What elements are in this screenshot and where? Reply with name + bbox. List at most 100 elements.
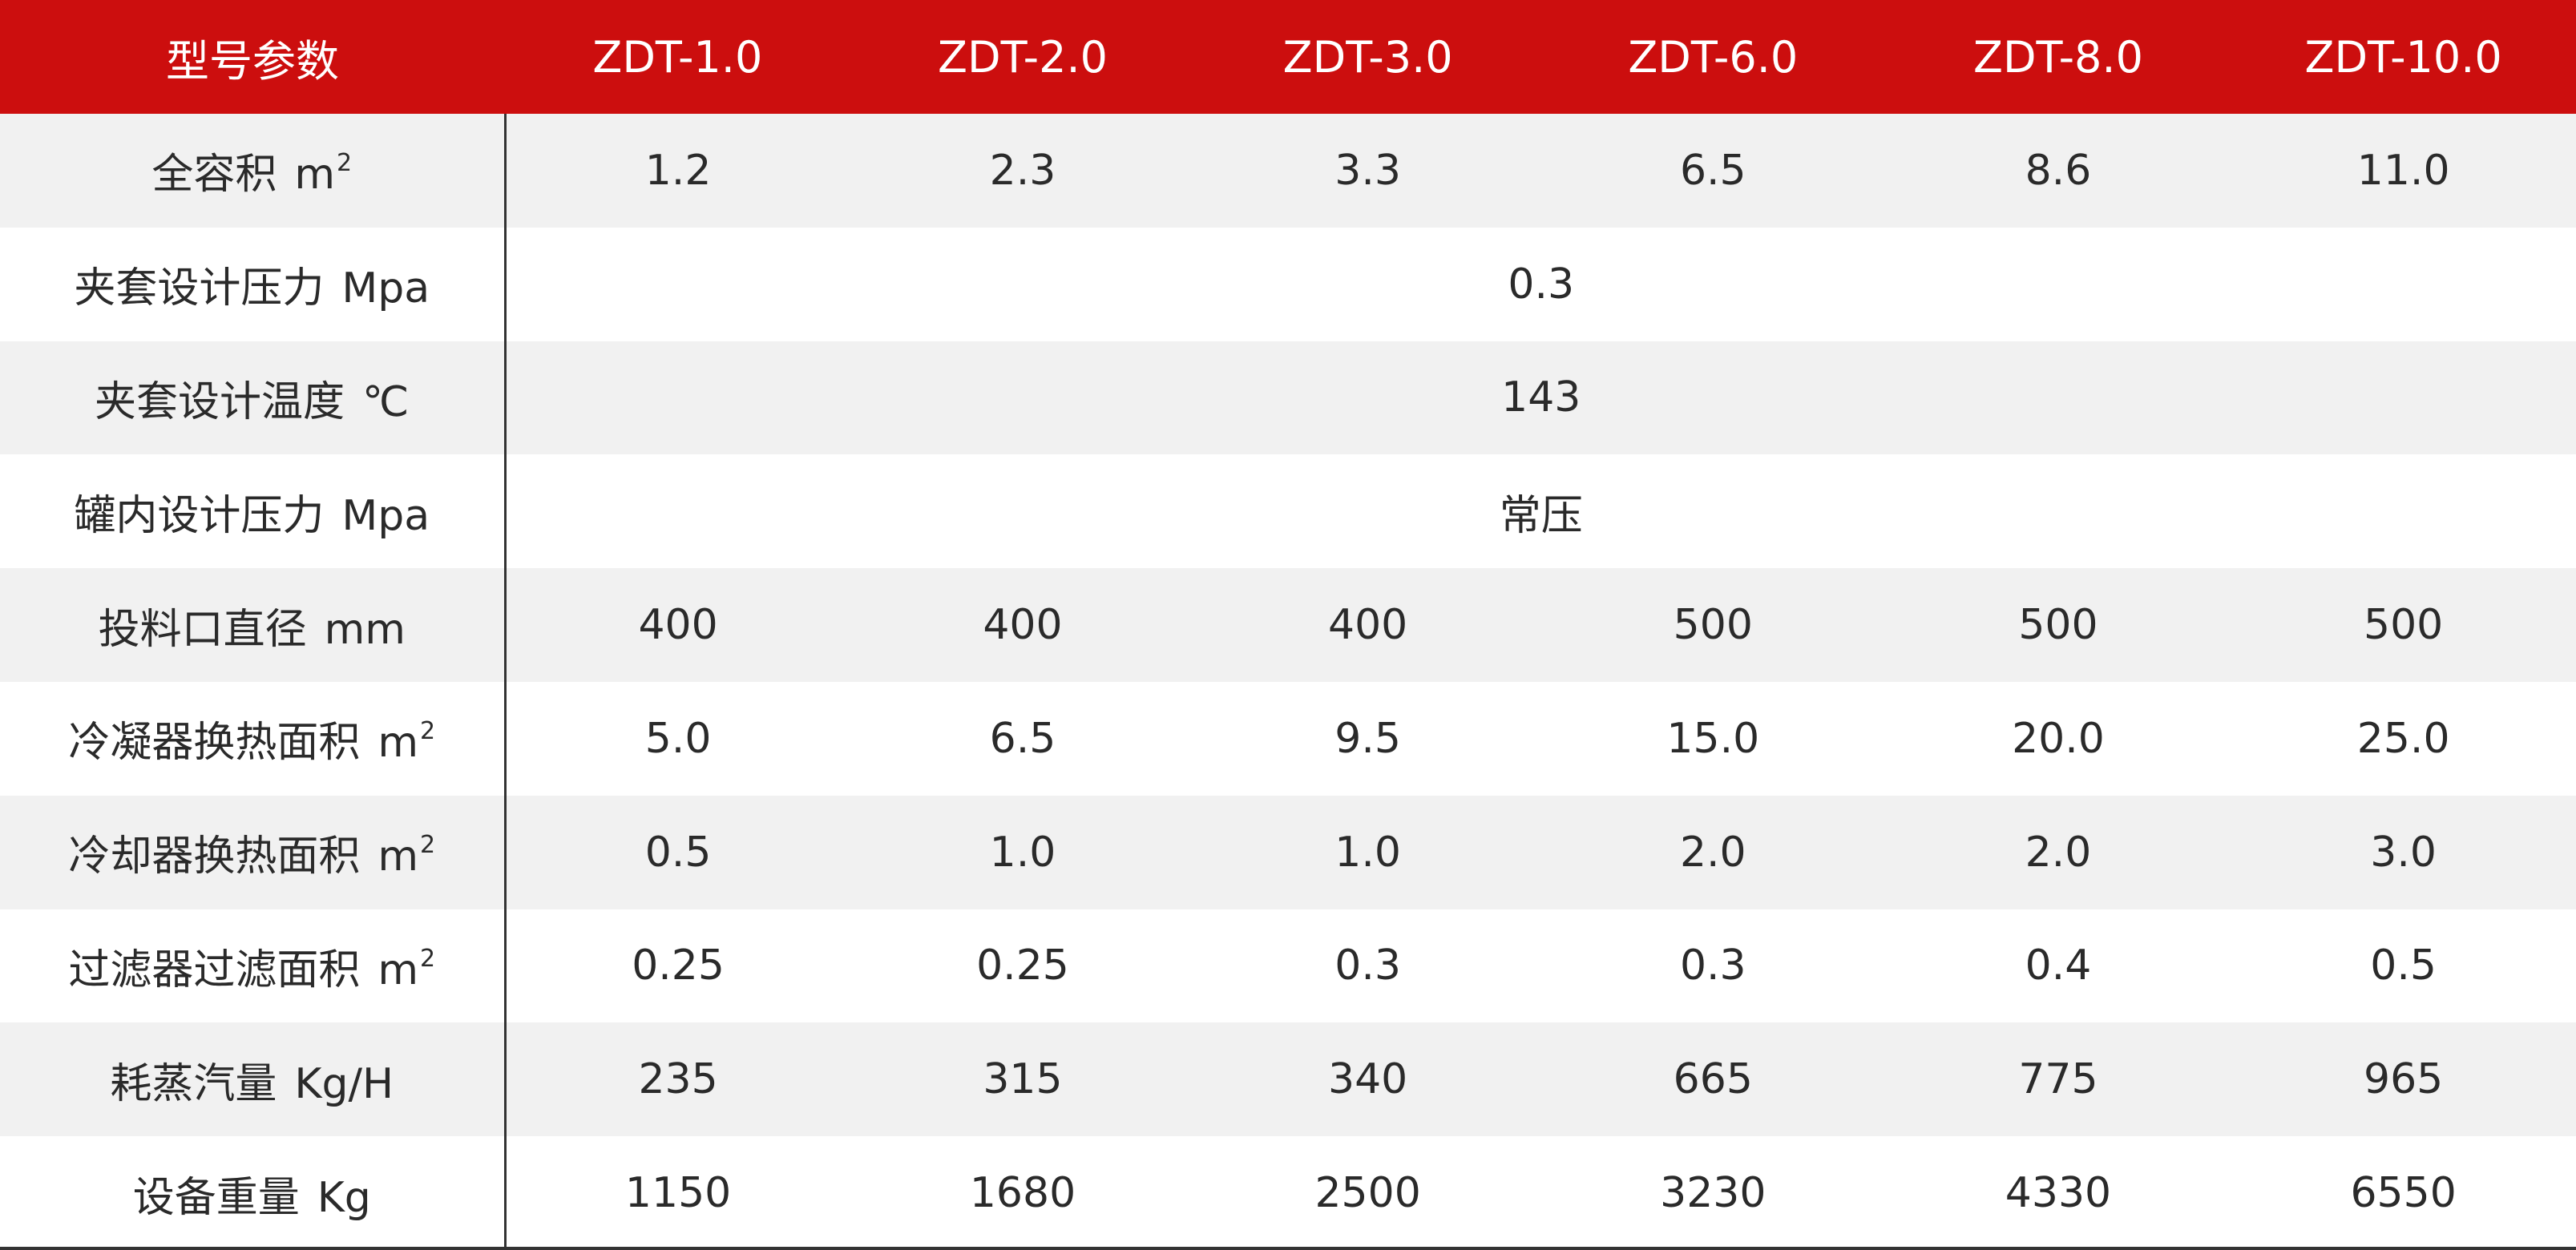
header-model: ZDT-2.0 xyxy=(850,0,1196,114)
row-label-cell: 夹套设计压力 Mpa xyxy=(0,227,507,341)
value-cell: 9.5 xyxy=(1195,681,1540,796)
value-cell: 2.0 xyxy=(1885,795,2231,909)
table-header: 型号参数 ZDT-1.0 ZDT-2.0 ZDT-3.0 ZDT-6.0 ZDT… xyxy=(0,0,2576,114)
header-model: ZDT-6.0 xyxy=(1540,0,1886,114)
value-cell: 15.0 xyxy=(1540,681,1886,796)
value-cell: 1150 xyxy=(505,1136,850,1250)
table-row: 夹套设计压力 Mpa 0.3 xyxy=(0,227,2576,341)
value-cell: 1.2 xyxy=(505,114,850,228)
row-label-cell: 冷却器换热面积 m2 xyxy=(0,795,507,909)
value-cell: 1680 xyxy=(850,1136,1196,1250)
value-cell: 6550 xyxy=(2231,1136,2576,1250)
value-cell: 11.0 xyxy=(2231,114,2576,228)
table-row: 设备重量 Kg 1150 1680 2500 3230 4330 6550 xyxy=(0,1136,2576,1250)
value-cell: 20.0 xyxy=(1885,681,2231,796)
table-body: 全容积 m2 1.2 2.3 3.3 6.5 8.6 11.0 夹套设计压力 Mpa 0.3 夹套设计… xyxy=(0,114,2576,1250)
row-unit: mm xyxy=(324,605,406,654)
row-unit-superscript: 2 xyxy=(420,944,436,973)
row-unit: m xyxy=(378,719,419,768)
table-row: 冷却器换热面积 m2 0.5 1.0 1.0 2.0 2.0 3.0 xyxy=(0,795,2576,909)
value-cell: 3.0 xyxy=(2231,795,2576,909)
value-cell: 5.0 xyxy=(505,681,850,796)
row-unit: Mpa xyxy=(341,491,430,540)
value-cell: 3.3 xyxy=(1195,114,1540,228)
value-cell: 1.0 xyxy=(850,795,1196,909)
row-unit: Kg xyxy=(317,1173,371,1222)
value-cell: 6.5 xyxy=(1540,114,1886,228)
table-row: 耗蒸汽量 Kg/H 235 315 340 665 775 965 xyxy=(0,1022,2576,1137)
table-row: 全容积 m2 1.2 2.3 3.3 6.5 8.6 11.0 xyxy=(0,114,2576,228)
value-cell: 0.3 xyxy=(1540,909,1886,1023)
value-cell: 235 xyxy=(505,1022,850,1137)
row-label-cell: 耗蒸汽量 Kg/H xyxy=(0,1022,507,1137)
row-unit: ℃ xyxy=(362,377,410,426)
merged-value-cell: 143 xyxy=(505,341,2576,455)
value-cell: 8.6 xyxy=(1885,114,2231,228)
header-model: ZDT-8.0 xyxy=(1885,0,2231,114)
row-label: 冷凝器换热面积 xyxy=(68,719,361,768)
row-label-cell: 罐内设计压力 Mpa xyxy=(0,454,507,569)
table-row: 冷凝器换热面积 m2 5.0 6.5 9.5 15.0 20.0 25.0 xyxy=(0,681,2576,796)
row-label: 夹套设计温度 xyxy=(95,377,345,426)
table-row: 过滤器过滤面积 m2 0.25 0.25 0.3 0.3 0.4 0.5 xyxy=(0,909,2576,1023)
row-label: 罐内设计压力 xyxy=(74,491,325,540)
row-unit-superscript: 2 xyxy=(420,831,436,860)
value-cell: 500 xyxy=(1885,568,2231,682)
row-label: 投料口直径 xyxy=(98,605,307,654)
row-unit: m xyxy=(294,151,336,200)
value-cell: 775 xyxy=(1885,1022,2231,1137)
row-label-cell: 设备重量 Kg xyxy=(0,1136,507,1250)
row-label: 冷却器换热面积 xyxy=(68,833,361,881)
table-row: 罐内设计压力 Mpa 常压 xyxy=(0,454,2576,569)
header-label: 型号参数 xyxy=(0,0,505,114)
merged-value-cell: 0.3 xyxy=(505,227,2576,341)
value-cell: 400 xyxy=(1195,568,1540,682)
value-cell: 0.3 xyxy=(1195,909,1540,1023)
value-cell: 25.0 xyxy=(2231,681,2576,796)
table-row: 投料口直径 mm 400 400 400 500 500 500 xyxy=(0,568,2576,682)
value-cell: 965 xyxy=(2231,1022,2576,1137)
row-label-cell: 投料口直径 mm xyxy=(0,568,507,682)
value-cell: 315 xyxy=(850,1022,1196,1137)
row-label-cell: 冷凝器换热面积 m2 xyxy=(0,681,507,796)
value-cell: 0.5 xyxy=(505,795,850,909)
header-model: ZDT-3.0 xyxy=(1195,0,1540,114)
row-unit: Mpa xyxy=(341,264,430,313)
value-cell: 340 xyxy=(1195,1022,1540,1137)
table-row: 夹套设计温度 ℃ 143 xyxy=(0,341,2576,455)
row-label: 过滤器过滤面积 xyxy=(68,946,361,994)
value-cell: 0.25 xyxy=(505,909,850,1023)
row-label: 夹套设计压力 xyxy=(74,264,325,313)
row-label-cell: 过滤器过滤面积 m2 xyxy=(0,909,507,1023)
header-row: 型号参数 ZDT-1.0 ZDT-2.0 ZDT-3.0 ZDT-6.0 ZDT… xyxy=(0,0,2576,114)
value-cell: 0.25 xyxy=(850,909,1196,1023)
row-label-cell: 夹套设计温度 ℃ xyxy=(0,341,507,455)
value-cell: 400 xyxy=(850,568,1196,682)
value-cell: 2.0 xyxy=(1540,795,1886,909)
header-model: ZDT-1.0 xyxy=(505,0,850,114)
value-cell: 4330 xyxy=(1885,1136,2231,1250)
value-cell: 2.3 xyxy=(850,114,1196,228)
value-cell: 400 xyxy=(505,568,850,682)
row-label: 耗蒸汽量 xyxy=(110,1059,277,1108)
row-unit: m xyxy=(378,946,419,994)
row-label-cell: 全容积 m2 xyxy=(0,114,507,228)
value-cell: 0.5 xyxy=(2231,909,2576,1023)
row-unit-superscript: 2 xyxy=(420,717,436,746)
row-label: 全容积 xyxy=(151,151,277,200)
row-unit: m xyxy=(378,833,419,881)
value-cell: 0.4 xyxy=(1885,909,2231,1023)
value-cell: 665 xyxy=(1540,1022,1886,1137)
value-cell: 3230 xyxy=(1540,1136,1886,1250)
row-unit: Kg/H xyxy=(294,1059,394,1108)
row-label: 设备重量 xyxy=(132,1173,300,1222)
value-cell: 1.0 xyxy=(1195,795,1540,909)
header-model: ZDT-10.0 xyxy=(2231,0,2576,114)
row-unit-superscript: 2 xyxy=(337,149,353,178)
value-cell: 6.5 xyxy=(850,681,1196,796)
value-cell: 500 xyxy=(2231,568,2576,682)
merged-value-cell: 常压 xyxy=(505,454,2576,569)
bottom-rule xyxy=(0,1247,2576,1250)
value-cell: 500 xyxy=(1540,568,1886,682)
